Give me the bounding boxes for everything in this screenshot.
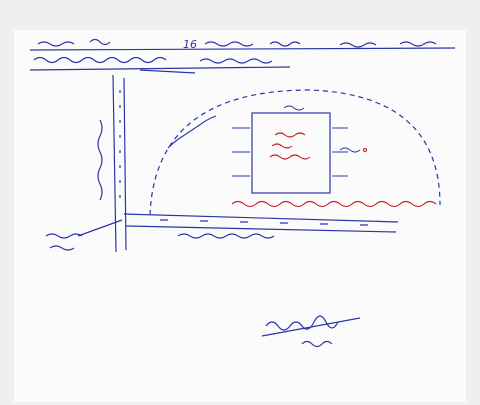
- plot: [251, 112, 331, 194]
- plot-arrows: [232, 105, 361, 177]
- horizontal-road: [45, 213, 399, 251]
- header-number: 16: [183, 38, 197, 51]
- header-handwriting: [29, 38, 456, 74]
- plot-red-notes: [231, 132, 437, 208]
- signature: [261, 315, 361, 348]
- arc-label-scribble: [167, 115, 217, 149]
- paper: [14, 30, 466, 402]
- boundary-arc: [149, 89, 441, 216]
- vertical-road: [97, 74, 127, 253]
